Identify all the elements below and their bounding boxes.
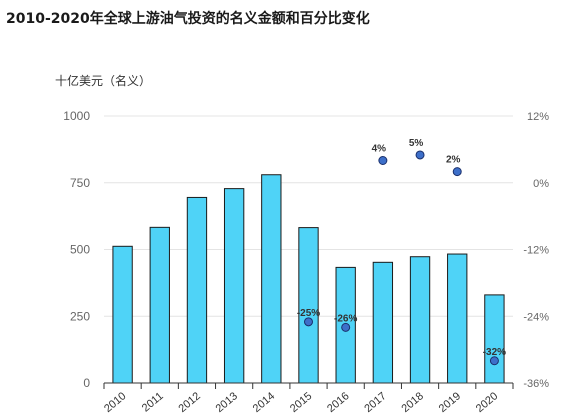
x-tick-label: 2012	[176, 390, 202, 415]
bar	[409, 256, 431, 384]
x-tick-label: 2017	[362, 390, 388, 415]
x-tick-label: 2015	[288, 390, 314, 415]
x-tick-label: 2013	[214, 390, 240, 415]
bar	[447, 253, 468, 384]
y-tick-label: 750	[70, 176, 90, 190]
pct-change-label: 2%	[446, 155, 461, 166]
y2-tick-label: 0%	[533, 178, 549, 190]
y2-tick-label: -36%	[523, 378, 549, 390]
bar	[186, 196, 208, 384]
x-tick-label: 2011	[140, 390, 166, 414]
pct-change-label: -26%	[334, 313, 357, 324]
bar	[112, 245, 133, 384]
pct-change-label: 5%	[409, 138, 424, 149]
pct-change-point	[304, 317, 313, 327]
bar	[372, 261, 394, 384]
pct-change-point	[452, 167, 462, 177]
x-tick-label: 2020	[474, 390, 500, 415]
x-tick-label: 2018	[400, 390, 426, 415]
pct-change-point	[341, 322, 351, 332]
y2-tick-label: -12%	[523, 245, 549, 257]
y2-tick-label: -24%	[523, 311, 549, 323]
pct-change-point	[415, 150, 425, 160]
y-tick-label: 0	[83, 376, 90, 390]
bar	[484, 294, 505, 384]
x-tick-label: 2019	[437, 390, 463, 415]
bar	[261, 174, 282, 384]
y-axis-unit-label: 十亿美元（名义）	[55, 74, 152, 88]
x-tick-label: 2010	[102, 390, 128, 415]
bar	[149, 226, 170, 384]
y-tick-label: 500	[70, 243, 90, 257]
y-tick-label: 250	[70, 309, 90, 323]
pct-change-point	[378, 156, 388, 165]
y-tick-label: 1000	[63, 109, 90, 123]
pct-change-label: 4%	[372, 144, 387, 155]
pct-change-point	[489, 356, 499, 366]
x-tick-label: 2016	[325, 390, 351, 415]
pct-change-label: -25%	[297, 308, 320, 319]
chart-title: 2010-2020年全球上游油气投资的名义金额和百分比变化	[6, 11, 370, 27]
x-tick-label: 2014	[251, 390, 277, 415]
y2-tick-label: 12%	[527, 111, 549, 123]
pct-change-label: -32%	[483, 347, 506, 358]
bar	[298, 227, 319, 384]
bar	[223, 188, 245, 384]
